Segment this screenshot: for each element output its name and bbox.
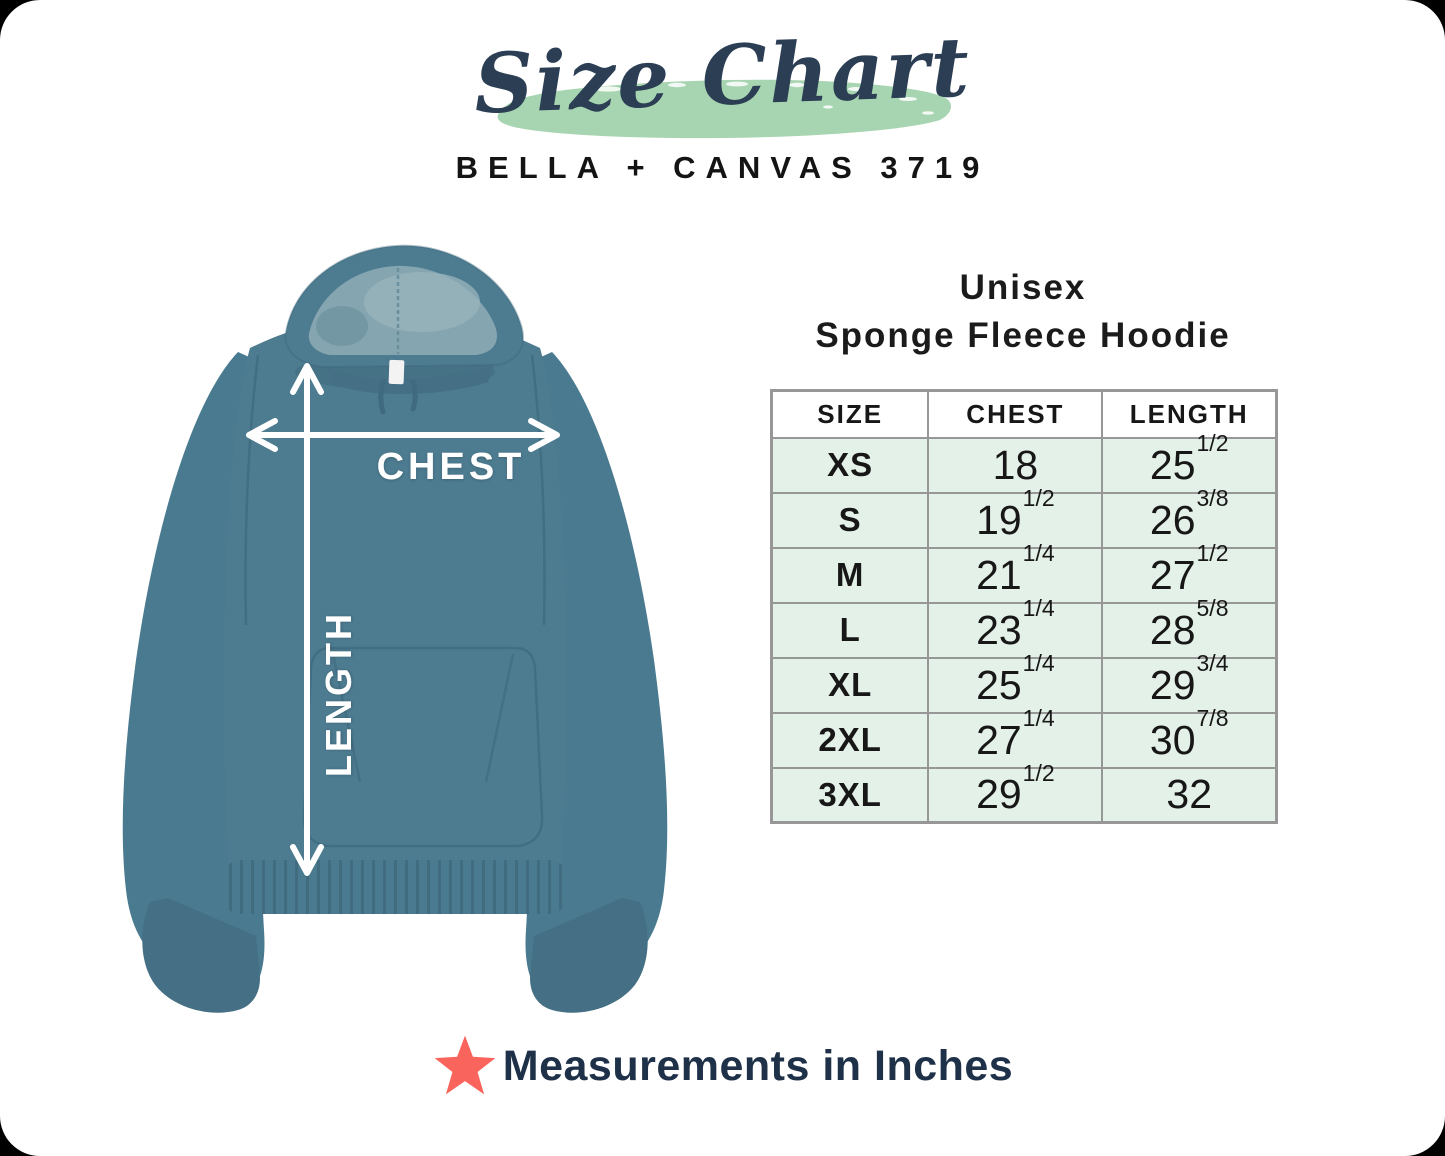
length-cell: 307/8 <box>1101 705 1278 769</box>
length-cell: 263/8 <box>1101 485 1278 549</box>
size-table-row: L 231/4 285/8 <box>770 595 1278 659</box>
size-cell: L <box>770 601 930 659</box>
size-table-header-row: SIZE CHEST LENGTH <box>770 389 1278 439</box>
size-cell: 3XL <box>770 766 930 824</box>
chest-measure-label: CHEST <box>376 446 526 488</box>
drawcord-left <box>378 379 386 415</box>
size-table-row: 2XL 271/4 307/8 <box>770 705 1278 769</box>
fraction: 7/8 <box>1196 704 1229 731</box>
length-measure-label: LENGTH <box>318 611 359 777</box>
hoodie-left-cuff <box>142 898 260 1013</box>
product-heading: Unisex Sponge Fleece Hoodie <box>758 264 1288 361</box>
size-table-row: S 191/2 263/8 <box>770 485 1278 549</box>
footnote: Measurements in Inches <box>0 1026 1445 1106</box>
neckband <box>326 364 494 394</box>
fraction: 5/8 <box>1196 594 1229 621</box>
size-cell: XL <box>770 656 930 714</box>
fraction: 1/4 <box>1022 649 1055 676</box>
fraction: 3/8 <box>1196 484 1229 511</box>
pocket-right-seam <box>484 653 515 783</box>
column-header-chest: CHEST <box>927 389 1104 439</box>
chest-cell: 271/4 <box>927 705 1104 769</box>
size-table-body: XS 18 251/2 S 191/2 263/8 M 211/4 271/2 L 231/4 285… <box>770 430 1278 824</box>
size-table-row: XL 251/4 293/4 <box>770 650 1278 714</box>
right-armhole-seam <box>530 354 546 626</box>
size-cell: S <box>770 491 930 549</box>
hood-inner-highlight <box>364 272 480 332</box>
fraction: 1/2 <box>1196 429 1229 456</box>
length-cell: 271/2 <box>1101 540 1278 604</box>
product-model-subtitle: BELLA + CANVAS 3719 <box>455 150 990 185</box>
neck-label-tag <box>388 359 405 385</box>
size-table-row: XS 18 251/2 <box>770 430 1278 494</box>
brush-texture-specks <box>594 81 934 115</box>
fraction: 1/4 <box>1022 594 1055 621</box>
size-table-row: M 211/4 271/2 <box>770 540 1278 604</box>
chest-cell: 251/4 <box>927 650 1104 714</box>
brush-stroke-shape <box>497 79 951 139</box>
fraction: 1/4 <box>1022 539 1055 566</box>
size-cell: 2XL <box>770 711 930 769</box>
size-table-header: SIZE CHEST LENGTH <box>770 389 1278 439</box>
chest-cell: 191/2 <box>927 485 1104 549</box>
fraction: 1/2 <box>1196 539 1229 566</box>
fraction: 1/4 <box>1022 704 1055 731</box>
product-heading-line1: Unisex <box>959 268 1087 307</box>
left-armhole-seam <box>244 354 260 626</box>
star-icon <box>434 1035 496 1095</box>
column-header-length: LENGTH <box>1101 389 1278 439</box>
size-cell: M <box>770 546 930 604</box>
product-heading-line2: Sponge Fleece Hoodie <box>815 316 1231 356</box>
size-table-row: 3XL 291/2 32 <box>770 760 1278 824</box>
fraction: 3/4 <box>1196 649 1229 676</box>
hoodie-pocket <box>302 646 544 848</box>
size-cell: XS <box>770 436 930 494</box>
length-cell: 285/8 <box>1101 595 1278 659</box>
hoodie-hem-ribbing <box>224 860 566 914</box>
drawcord-right <box>410 379 418 412</box>
chest-cell: 291/2 <box>927 760 1104 824</box>
star-shape <box>434 1035 496 1095</box>
hoodie-illustration <box>122 244 668 1013</box>
length-cell: 293/4 <box>1101 650 1278 714</box>
length-cell: 251/2 <box>1101 430 1278 494</box>
brush-stroke-graphic <box>497 79 951 139</box>
length-cell: 32 <box>1101 766 1278 824</box>
footnote-text: Measurements in Inches <box>502 1041 1014 1090</box>
header: Size Chart BELLA + CANVAS 3719 <box>0 0 1445 210</box>
chest-cell: 231/4 <box>927 595 1104 659</box>
chest-cell: 211/4 <box>927 540 1104 604</box>
fraction: 1/2 <box>1022 759 1055 786</box>
size-table: SIZE CHEST LENGTH XS 18 251/2 S 191/2 263/8 M 2… <box>770 389 1278 824</box>
column-header-size: SIZE <box>770 389 930 439</box>
pocket-left-seam <box>331 653 362 783</box>
chest-cell: 18 <box>927 436 1104 494</box>
fraction: 1/2 <box>1022 484 1055 511</box>
hood-inner-shadow <box>316 306 368 346</box>
